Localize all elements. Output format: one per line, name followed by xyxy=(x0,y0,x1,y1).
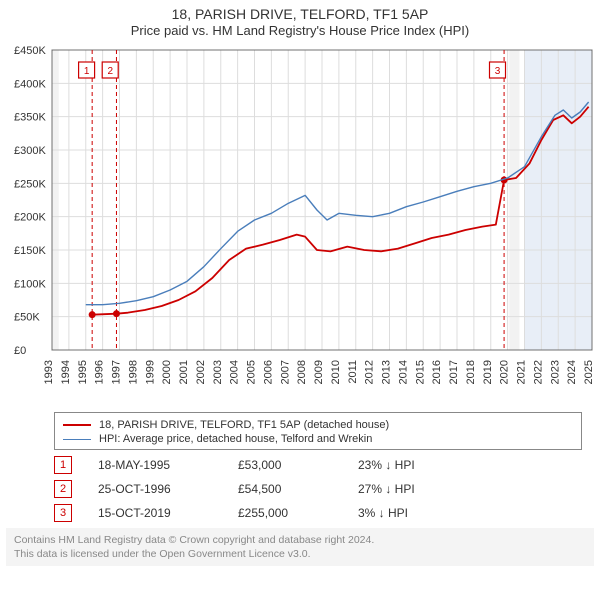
transaction-price: £53,000 xyxy=(238,458,358,472)
transaction-price: £255,000 xyxy=(238,506,358,520)
svg-text:2009: 2009 xyxy=(313,360,325,384)
price-chart: £0£50K£100K£150K£200K£250K£300K£350K£400… xyxy=(38,44,598,404)
transaction-delta: 3% ↓ HPI xyxy=(358,506,478,520)
svg-text:2013: 2013 xyxy=(381,360,393,384)
svg-text:1997: 1997 xyxy=(111,360,123,384)
svg-text:£0: £0 xyxy=(14,345,26,357)
svg-text:1: 1 xyxy=(84,66,90,77)
transaction-date: 25-OCT-1996 xyxy=(98,482,238,496)
svg-text:£400K: £400K xyxy=(14,78,46,90)
table-row: 3 15-OCT-2019 £255,000 3% ↓ HPI xyxy=(54,504,582,522)
legend-row: 18, PARISH DRIVE, TELFORD, TF1 5AP (deta… xyxy=(63,419,573,431)
transaction-price: £54,500 xyxy=(238,482,358,496)
transaction-date: 18-MAY-1995 xyxy=(98,458,238,472)
svg-text:1996: 1996 xyxy=(94,360,106,384)
svg-text:2022: 2022 xyxy=(532,360,544,384)
svg-text:1998: 1998 xyxy=(127,360,139,384)
svg-text:1995: 1995 xyxy=(77,360,89,384)
svg-text:2008: 2008 xyxy=(296,360,308,384)
svg-text:2012: 2012 xyxy=(364,360,376,384)
table-row: 2 25-OCT-1996 £54,500 27% ↓ HPI xyxy=(54,480,582,498)
transactions-table: 1 18-MAY-1995 £53,000 23% ↓ HPI 2 25-OCT… xyxy=(54,456,582,522)
transaction-badge: 3 xyxy=(54,504,72,522)
legend-swatch xyxy=(63,439,91,440)
svg-text:2021: 2021 xyxy=(516,360,528,384)
svg-text:£350K: £350K xyxy=(14,112,46,124)
disclaimer-line: Contains HM Land Registry data © Crown c… xyxy=(14,533,586,547)
page-subtitle: Price paid vs. HM Land Registry's House … xyxy=(0,23,600,38)
svg-text:1999: 1999 xyxy=(144,360,156,384)
svg-text:2018: 2018 xyxy=(465,360,477,384)
svg-text:£150K: £150K xyxy=(14,245,46,257)
transaction-delta: 23% ↓ HPI xyxy=(358,458,478,472)
svg-text:2016: 2016 xyxy=(431,360,443,384)
transaction-delta: 27% ↓ HPI xyxy=(358,482,478,496)
svg-text:£200K: £200K xyxy=(14,212,46,224)
svg-text:2025: 2025 xyxy=(583,360,595,384)
svg-text:£250K: £250K xyxy=(14,178,46,190)
svg-text:1993: 1993 xyxy=(43,360,55,384)
svg-text:2019: 2019 xyxy=(482,360,494,384)
legend-swatch xyxy=(63,424,91,426)
svg-text:£300K: £300K xyxy=(14,145,46,157)
svg-text:2020: 2020 xyxy=(499,360,511,384)
svg-text:3: 3 xyxy=(495,66,501,77)
table-row: 1 18-MAY-1995 £53,000 23% ↓ HPI xyxy=(54,456,582,474)
legend-label: 18, PARISH DRIVE, TELFORD, TF1 5AP (deta… xyxy=(99,419,389,431)
svg-text:2011: 2011 xyxy=(347,360,359,384)
svg-text:£100K: £100K xyxy=(14,278,46,290)
svg-text:2001: 2001 xyxy=(178,360,190,384)
svg-text:2006: 2006 xyxy=(262,360,274,384)
svg-text:2004: 2004 xyxy=(229,360,241,384)
disclaimer: Contains HM Land Registry data © Crown c… xyxy=(6,528,594,566)
svg-text:1994: 1994 xyxy=(60,360,72,384)
svg-text:2024: 2024 xyxy=(566,360,578,384)
disclaimer-line: This data is licensed under the Open Gov… xyxy=(14,547,586,561)
svg-text:£450K: £450K xyxy=(14,45,46,57)
svg-text:2005: 2005 xyxy=(246,360,258,384)
svg-text:2010: 2010 xyxy=(330,360,342,384)
svg-text:2: 2 xyxy=(107,66,113,77)
legend-row: HPI: Average price, detached house, Telf… xyxy=(63,433,573,445)
svg-text:2017: 2017 xyxy=(448,360,460,384)
page-title: 18, PARISH DRIVE, TELFORD, TF1 5AP xyxy=(0,6,600,22)
svg-text:2002: 2002 xyxy=(195,360,207,384)
transaction-badge: 1 xyxy=(54,456,72,474)
svg-text:2007: 2007 xyxy=(279,360,291,384)
legend: 18, PARISH DRIVE, TELFORD, TF1 5AP (deta… xyxy=(54,412,582,450)
svg-text:2000: 2000 xyxy=(161,360,173,384)
svg-text:£50K: £50K xyxy=(14,312,40,324)
transaction-badge: 2 xyxy=(54,480,72,498)
svg-text:2015: 2015 xyxy=(414,360,426,384)
transaction-date: 15-OCT-2019 xyxy=(98,506,238,520)
legend-label: HPI: Average price, detached house, Telf… xyxy=(99,433,372,445)
svg-text:2023: 2023 xyxy=(549,360,561,384)
svg-text:2014: 2014 xyxy=(397,360,409,384)
svg-text:2003: 2003 xyxy=(212,360,224,384)
